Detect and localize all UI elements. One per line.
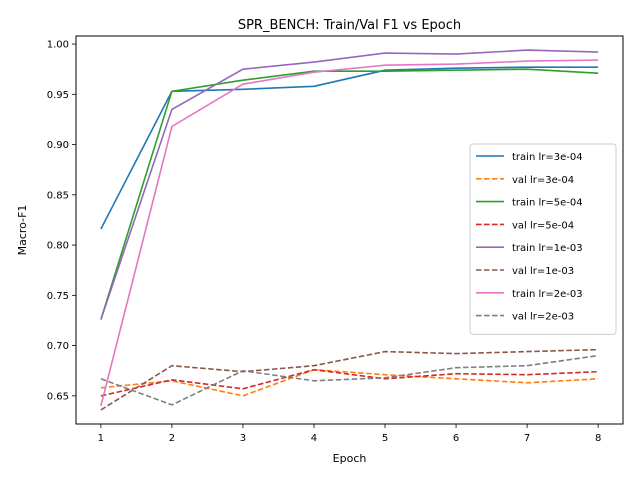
x-tick-label: 4 [311, 433, 317, 444]
x-tick-label: 5 [382, 433, 388, 444]
x-tick-label: 6 [453, 433, 459, 444]
legend-label-6: train lr=2e-03 [512, 289, 583, 300]
y-tick-label: 0.90 [47, 140, 69, 151]
legend-label-1: val lr=3e-04 [512, 175, 574, 186]
legend-label-3: val lr=5e-04 [512, 220, 574, 231]
y-tick-label: 0.65 [47, 391, 69, 402]
legend-label-0: train lr=3e-04 [512, 152, 583, 163]
y-axis-label: Macro-F1 [16, 205, 29, 256]
y-tick-label: 0.85 [47, 190, 69, 201]
series-line-2 [100, 68, 599, 320]
x-tick-label: 7 [524, 433, 530, 444]
legend-box [469, 143, 617, 335]
legend-label-7: val lr=2e-03 [512, 312, 574, 323]
legend: train lr=3e-04 val lr=3e-04 train lr=5e-04… [469, 143, 617, 335]
y-tick-label: 1.00 [47, 40, 69, 51]
x-tick-label: 2 [169, 433, 175, 444]
chart-title: SPR_BENCH: Train/Val F1 vs Epoch [238, 18, 461, 33]
legend-label-2: train lr=5e-04 [512, 198, 583, 209]
series-line-6 [100, 59, 599, 407]
legend-label-5: val lr=1e-03 [512, 266, 574, 277]
y-tick-label: 0.95 [47, 90, 69, 101]
y-tick-label: 0.70 [47, 341, 69, 352]
series-line-7 [100, 354, 599, 406]
x-tick-label: 1 [98, 433, 104, 444]
y-tick-label: 0.80 [47, 241, 69, 252]
series-line-4 [100, 49, 599, 320]
x-tick-label: 8 [595, 433, 601, 444]
y-tick-label: 0.75 [47, 291, 69, 302]
plot-frame [75, 35, 624, 425]
series-line-0 [100, 66, 599, 230]
series-line-3 [100, 368, 599, 397]
legend-label-4: train lr=1e-03 [512, 243, 583, 254]
x-tick-label: 3 [240, 433, 246, 444]
series-line-1 [100, 368, 599, 397]
x-axis-ticks: 1 2 3 4 5 6 7 8 [98, 424, 601, 444]
plot-lines [100, 49, 599, 411]
y-axis-ticks: 0.65 0.70 0.75 0.80 0.85 0.90 0.95 1.00 [47, 40, 76, 402]
x-axis-label: Epoch [333, 452, 367, 465]
series-line-5 [100, 348, 599, 411]
